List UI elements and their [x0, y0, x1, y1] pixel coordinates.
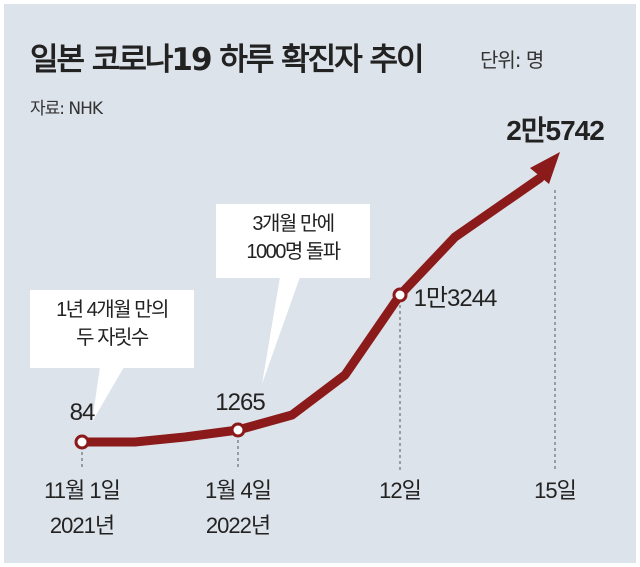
unit-label: 단위: 명	[480, 48, 544, 72]
annotation-1-line2: 두 자릿수	[76, 327, 149, 349]
annotation-2-pointer	[262, 277, 300, 384]
data-point-1	[230, 422, 246, 438]
annotation-1-pointer	[92, 367, 124, 422]
x-tick-label-0: 11월 1일	[44, 478, 120, 503]
source-label: 자료: NHK	[30, 99, 103, 119]
value-label-1: 1265	[215, 389, 265, 416]
x-tick-label-2: 12일	[379, 478, 421, 503]
annotation-box-2: 3개월 만에 1000명 돌파	[216, 204, 370, 278]
annotation-1-line1: 1년 4개월 만의	[56, 299, 169, 321]
x-tick-year-1: 2022년	[206, 513, 270, 538]
series-line	[77, 173, 545, 447]
x-tick-label-3: 15일	[534, 478, 576, 503]
annotation-2-line1: 3개월 만에	[252, 213, 335, 235]
x-tick-year-0: 2021년	[50, 513, 114, 538]
value-label-0: 84	[70, 399, 95, 426]
chart-title: 일본 코로나19 하루 확진자 추이	[30, 42, 425, 78]
annotation-box-1: 1년 4개월 만의 두 자릿수	[30, 290, 194, 368]
value-label-2: 1만3244	[414, 285, 497, 312]
data-point-0	[74, 434, 90, 450]
x-tick-label-1: 1월 4일	[205, 478, 271, 503]
data-point-2	[392, 287, 408, 303]
chart-panel	[4, 4, 636, 563]
value-label-3: 2만5742	[506, 115, 604, 146]
annotation-2-line2: 1000명 돌파	[246, 241, 341, 263]
arrow-head	[530, 152, 560, 184]
